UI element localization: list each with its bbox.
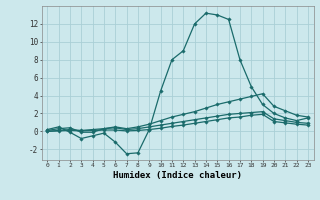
X-axis label: Humidex (Indice chaleur): Humidex (Indice chaleur): [113, 171, 242, 180]
